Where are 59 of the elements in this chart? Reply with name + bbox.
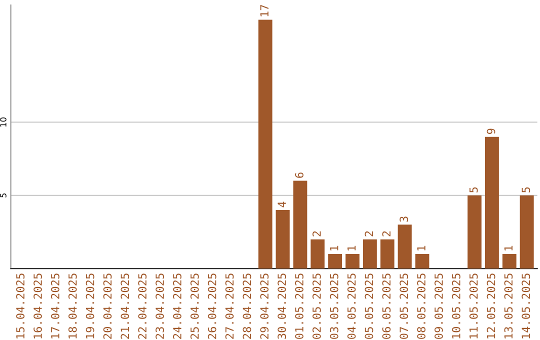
- bar: [328, 254, 342, 269]
- x-tick-label: 22.04.2025: [138, 274, 147, 339]
- x-tick-label: 10.05.2025: [452, 274, 460, 338]
- data-label: 1: [347, 246, 356, 250]
- bar: [380, 239, 394, 269]
- x-tick-label: 05.05.2025: [364, 274, 374, 339]
- x-tick-label: 09.05.2025: [434, 274, 443, 339]
- data-label: 6: [295, 172, 304, 178]
- x-tick-label: 12.05.2025: [486, 274, 496, 338]
- x-tick-label: 15.04.2025: [16, 274, 25, 338]
- bar: [415, 254, 430, 269]
- bar: [276, 210, 290, 269]
- data-label: 4: [278, 202, 286, 208]
- data-label: 1: [330, 246, 338, 250]
- data-label: 2: [364, 231, 374, 236]
- x-tick-label: 28.04.2025: [242, 274, 252, 339]
- x-tick-label: 06.05.2025: [382, 274, 391, 339]
- data-label: 3: [400, 216, 408, 222]
- bar: [468, 195, 482, 269]
- x-tick-label: 21.04.2025: [120, 274, 130, 339]
- x-tick-label: 03.05.2025: [330, 274, 338, 339]
- data-label: 1: [504, 246, 512, 250]
- y-tick-label: 10: [0, 117, 6, 127]
- bar: [346, 254, 360, 269]
- x-tick-label: 16.04.2025: [34, 274, 42, 338]
- bar: [293, 180, 308, 269]
- data-label: 5: [522, 187, 530, 192]
- x-tick-label: 19.04.2025: [86, 274, 94, 338]
- x-tick-label: 23.04.2025: [156, 274, 164, 339]
- x-tick-label: 24.04.2025: [173, 274, 182, 339]
- x-tick-label: 29.04.2025: [260, 274, 269, 339]
- data-label: 2: [312, 231, 321, 236]
- data-label: 1: [417, 246, 426, 250]
- x-tick-label: 20.04.2025: [103, 274, 112, 339]
- bar: [398, 224, 412, 269]
- x-tick-label: 04.05.2025: [347, 274, 356, 339]
- x-tick-label: 07.05.2025: [400, 274, 408, 339]
- bar: [520, 195, 534, 269]
- x-tick-label: 08.05.2025: [417, 274, 426, 339]
- bar: [362, 239, 377, 269]
- x-tick-label: 02.05.2025: [312, 274, 321, 339]
- x-tick-label: 30.04.2025: [278, 274, 286, 339]
- x-tick-label: 26.04.2025: [208, 274, 216, 339]
- x-tick-label: 27.04.2025: [225, 274, 234, 339]
- x-tick-label: 14.05.2025: [522, 274, 530, 338]
- bar: [485, 136, 499, 269]
- bar: [258, 20, 272, 269]
- x-tick-label: 13.05.2025: [504, 274, 513, 338]
- x-tick-label: 25.04.2025: [190, 274, 199, 339]
- bar: [502, 254, 516, 269]
- x-tick-label: 17.04.2025: [50, 274, 60, 338]
- x-tick-label: 01.05.2025: [295, 274, 304, 339]
- data-label: 9: [486, 128, 496, 134]
- data-label: 2: [382, 231, 390, 236]
- x-tick-label: 11.05.2025: [469, 274, 478, 338]
- x-tick-label: 18.04.2025: [68, 274, 77, 338]
- data-label: 17: [260, 5, 268, 16]
- data-label: 5: [470, 187, 478, 192]
- bar: [310, 239, 325, 269]
